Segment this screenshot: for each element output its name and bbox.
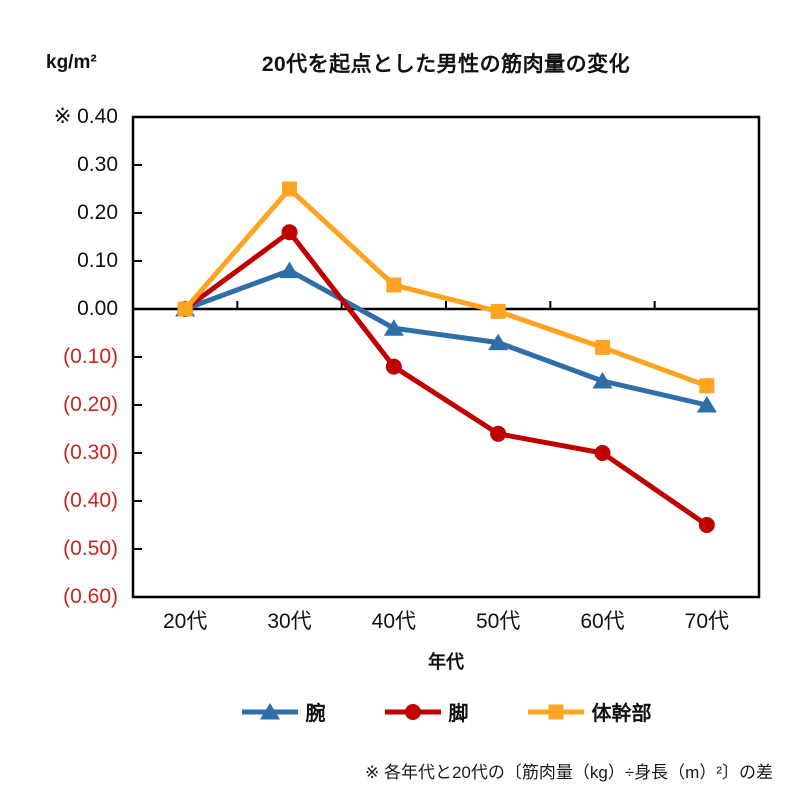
legend-label: 体幹部 (591, 703, 652, 725)
series-marker-circle (594, 445, 611, 461)
y-tick-label: 0.20 (77, 201, 118, 224)
series-marker-circle (404, 703, 421, 720)
series-line-体幹部 (183, 185, 708, 389)
legend-marker-triangle-icon (241, 702, 298, 719)
x-tick-label: 50代 (475, 610, 521, 633)
plot-frame (131, 115, 761, 599)
series-marker-square (595, 339, 610, 355)
y-tick-label: (0.40) (63, 489, 118, 512)
series-marker-circle (281, 224, 298, 241)
legend-marker-square-icon (527, 704, 584, 719)
series-marker-circle (698, 517, 715, 533)
series-marker-triangle (279, 261, 300, 279)
series-marker-circle (490, 425, 507, 442)
legend-item-腕: 腕 (241, 697, 326, 726)
series-line-脚 (183, 228, 709, 528)
x-tick-label: 60代 (580, 610, 625, 633)
series-marker-circle (385, 358, 402, 375)
y-tick-label: (0.10) (63, 345, 118, 368)
series-marker-triangle (488, 333, 509, 351)
series-marker-square (699, 378, 715, 394)
series-marker-triangle (592, 372, 613, 389)
legend-item-脚: 脚 (384, 697, 469, 726)
series-marker-square (177, 301, 193, 317)
y-tick-label: (0.20) (63, 393, 118, 416)
y-tick-label: ※ 0.40 (53, 105, 118, 128)
y-tick-label: (0.60) (63, 585, 118, 608)
x-tick-label: 30代 (267, 610, 312, 633)
legend-label: 腕 (305, 703, 326, 725)
series-marker-square (548, 704, 563, 719)
x-tick-label: 20代 (162, 610, 208, 633)
series-marker-square (282, 181, 297, 197)
series-marker-triangle (259, 702, 280, 719)
y-tick-label: 0.30 (77, 153, 118, 176)
legend-marker-circle-icon (384, 703, 441, 720)
footnote: ※ 各年代と20代の〔筋肉量（kg）÷身長（m）²〕の差 (365, 763, 773, 782)
x-tick-label: 40代 (371, 610, 416, 633)
y-tick-label: 0.10 (77, 249, 118, 272)
x-axis-title: 年代 (428, 652, 464, 672)
y-tick-label: (0.50) (63, 537, 118, 560)
y-tick-label: (0.30) (63, 441, 118, 464)
legend-item-体幹部: 体幹部 (527, 697, 652, 726)
y-axis-unit-label: kg/m² (46, 52, 97, 73)
series-marker-triangle (696, 396, 717, 413)
x-tick-label: 70代 (684, 610, 729, 633)
chart-title: 20代を起点とした男性の筋肉量の変化 (261, 53, 631, 76)
series-marker-square (386, 277, 402, 293)
series-marker-triangle (383, 319, 404, 336)
series-line-腕 (184, 267, 708, 408)
y-tick-label: 0.00 (77, 297, 118, 320)
legend-label: 脚 (448, 703, 469, 725)
legend: 腕 脚 体幹部 (133, 697, 759, 726)
series-marker-square (490, 303, 506, 319)
